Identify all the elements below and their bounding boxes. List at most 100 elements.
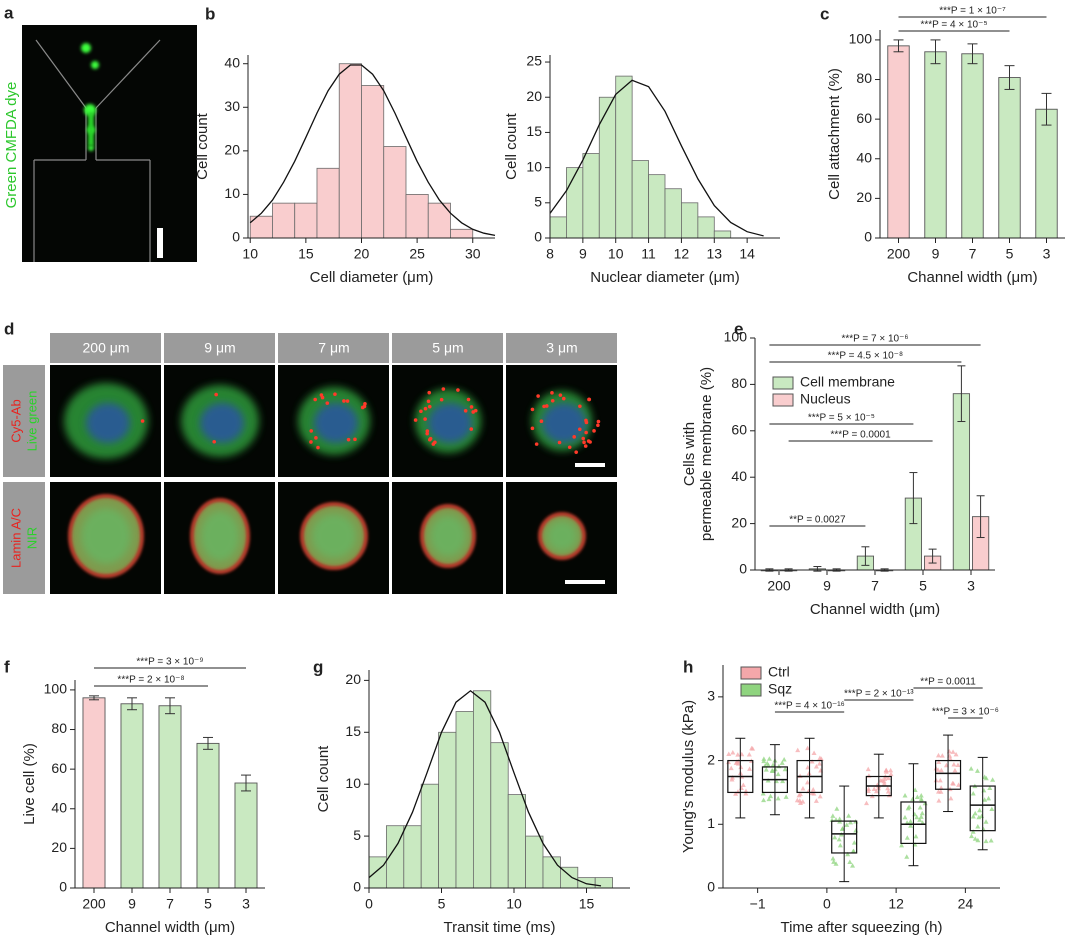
chart: 0 20 40 60 80 100 200 9 7 5 3 Channel width (μm) Cel… — [820, 4, 1065, 286]
x-tick-label: 200 — [82, 896, 106, 912]
dye-spot — [471, 410, 476, 414]
panel-letter: h — [683, 657, 693, 676]
y-tick-label: 80 — [51, 720, 67, 736]
histogram-bar — [615, 75, 633, 239]
dye-spot — [342, 399, 346, 403]
significance-label: **P = 0.0027 — [789, 515, 846, 526]
bar — [82, 697, 106, 889]
histogram-bar — [420, 783, 440, 889]
y-tick-label: 3 — [707, 688, 715, 704]
y-tick-label: 0 — [864, 229, 872, 245]
histogram-bar — [598, 96, 617, 239]
histogram-bar — [648, 174, 666, 239]
y-tick-label: 100 — [44, 681, 68, 697]
jitter-point — [726, 751, 732, 756]
column-header — [506, 333, 617, 363]
jitter-point — [795, 747, 801, 753]
channel-wall — [95, 39, 161, 109]
lamina — [190, 498, 250, 574]
jitter-point — [834, 806, 840, 811]
jitter-point — [761, 758, 767, 764]
histogram-bar — [472, 690, 492, 889]
y-axis-label: Cells with — [681, 422, 698, 486]
x-tick-label: 9 — [579, 246, 587, 262]
jitter-point — [970, 814, 976, 819]
jitter-point — [906, 804, 912, 809]
y-tick-label: 5 — [534, 194, 542, 210]
y-tick-label: 15 — [526, 123, 542, 139]
jitter-point — [845, 851, 851, 857]
histogram-bar — [664, 188, 682, 239]
y-tick-label: 100 — [849, 31, 873, 47]
dye-spot — [581, 436, 586, 441]
histogram-bar — [316, 167, 340, 239]
x-tick-label: 12 — [674, 246, 690, 262]
fit-curve — [368, 689, 602, 887]
histogram-bar — [403, 825, 422, 889]
jitter-point — [738, 764, 744, 770]
jitter-point — [775, 771, 781, 777]
jitter-point — [729, 777, 735, 782]
jitter-point — [853, 828, 859, 833]
jitter-point — [990, 777, 996, 782]
jitter-point — [881, 778, 887, 784]
dye-spot — [592, 429, 596, 433]
jitter-point — [837, 842, 843, 848]
jitter-point — [764, 760, 770, 766]
histogram-bar — [549, 216, 567, 239]
x-tick-label: 5 — [204, 896, 212, 912]
image-label: Green CMFDA dye — [3, 82, 20, 209]
legend-label: Sqz — [768, 681, 792, 697]
dye-spot — [441, 387, 446, 391]
y-tick-label: 20 — [224, 142, 240, 158]
dye-spot — [212, 439, 216, 444]
y-tick-label: 60 — [856, 110, 872, 126]
y-tick-label: 10 — [526, 158, 542, 174]
dye-spot — [596, 419, 601, 424]
jitter-point — [725, 759, 731, 765]
cell — [91, 61, 99, 69]
legend-label: Nucleus — [800, 391, 851, 407]
x-tick-label: 3 — [967, 578, 975, 594]
x-tick-label: 200 — [887, 246, 911, 262]
x-axis-label: Cell diameter (μm) — [310, 269, 434, 286]
dye-spot — [423, 417, 427, 421]
jitter-point — [743, 791, 749, 796]
chart: 0 5 10 15 20 25 8 9 10 11 12 13 14 Nuclear diameter (… — [503, 53, 780, 286]
dye-spot — [345, 399, 350, 403]
y-axis-label: Young's modulus (kPa) — [680, 700, 697, 853]
legend-swatch — [772, 376, 794, 390]
jitter-point — [918, 792, 924, 798]
jitter-point — [866, 786, 872, 792]
column-header-label: 200 μm — [83, 340, 130, 356]
significance-label: **P = 0.0011 — [920, 677, 976, 688]
jitter-point — [866, 773, 872, 778]
jitter-point — [972, 810, 978, 816]
x-tick-label: 200 — [767, 578, 791, 594]
jitter-point — [818, 756, 824, 761]
x-tick-label: 9 — [823, 578, 831, 594]
y-tick-label: 40 — [856, 149, 872, 165]
histogram-bar — [525, 835, 544, 889]
jitter-point — [730, 750, 736, 755]
dye-spot — [140, 419, 145, 423]
dye-spot — [530, 407, 535, 412]
dye-spot — [313, 397, 317, 402]
x-tick-label: 8 — [546, 246, 554, 262]
histogram-bar — [490, 742, 509, 889]
jitter-point — [761, 756, 767, 761]
x-tick-label: 7 — [969, 246, 977, 262]
dye-spot — [419, 409, 423, 414]
dye-spot — [423, 406, 428, 411]
y-axis-label: permeable membrane (%) — [698, 367, 715, 541]
jitter-point — [770, 762, 776, 767]
dye-spot — [550, 391, 554, 395]
histogram-bar — [507, 794, 527, 889]
dye-spot — [578, 404, 582, 409]
micrograph-a: Green CMFDA dye — [3, 25, 197, 262]
dye-spot — [427, 404, 432, 409]
bar — [998, 77, 1021, 239]
dye-spot — [530, 426, 535, 431]
jitter-point — [851, 840, 857, 845]
